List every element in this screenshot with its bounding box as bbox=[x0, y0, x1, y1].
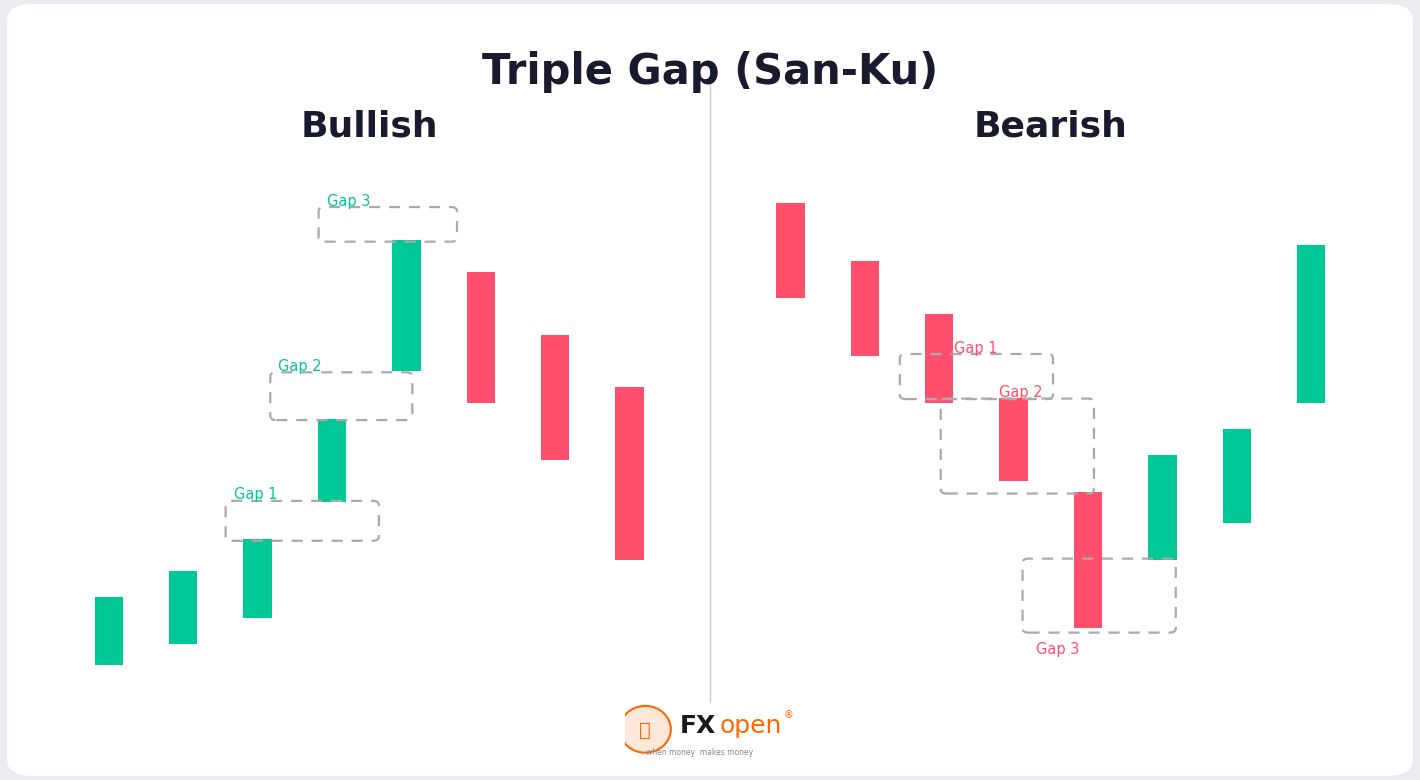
Bar bbox=[392, 240, 420, 371]
Text: Bullish: Bullish bbox=[301, 109, 437, 144]
Bar bbox=[777, 204, 805, 298]
Bar bbox=[1074, 492, 1102, 629]
Bar bbox=[1000, 398, 1028, 481]
Bar bbox=[467, 271, 496, 402]
Circle shape bbox=[619, 706, 670, 753]
Text: Gap 2: Gap 2 bbox=[998, 385, 1042, 400]
Bar bbox=[95, 597, 124, 665]
Bar bbox=[924, 314, 953, 402]
Text: Triple Gap (San-Ku): Triple Gap (San-Ku) bbox=[481, 51, 939, 93]
Text: FX: FX bbox=[679, 714, 716, 738]
Bar bbox=[243, 539, 271, 618]
Bar bbox=[1149, 456, 1177, 560]
Bar bbox=[615, 387, 643, 560]
Bar bbox=[1296, 246, 1325, 402]
Text: open: open bbox=[720, 714, 782, 738]
Text: 𝓛: 𝓛 bbox=[639, 722, 652, 740]
Text: Bearish: Bearish bbox=[974, 109, 1127, 144]
Bar bbox=[1223, 429, 1251, 523]
Text: when money  makes money: when money makes money bbox=[646, 748, 754, 757]
Bar bbox=[169, 571, 197, 644]
Bar bbox=[541, 335, 569, 460]
Text: Gap 3: Gap 3 bbox=[1037, 641, 1079, 657]
Bar bbox=[318, 419, 346, 502]
FancyBboxPatch shape bbox=[7, 4, 1413, 776]
Bar bbox=[851, 261, 879, 356]
Text: Gap 1: Gap 1 bbox=[954, 341, 998, 356]
Text: Gap 1: Gap 1 bbox=[234, 488, 277, 502]
Text: Gap 2: Gap 2 bbox=[278, 359, 322, 374]
Text: Gap 3: Gap 3 bbox=[327, 193, 371, 208]
Text: ®: ® bbox=[784, 711, 792, 720]
